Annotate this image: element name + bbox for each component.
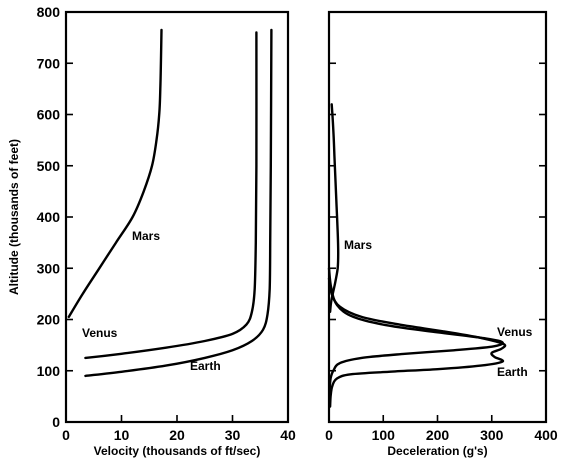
y-tick-label: 500 <box>37 158 61 174</box>
x-tick-label: 10 <box>114 427 130 443</box>
x-tick-label: 0 <box>62 427 70 443</box>
series-line-venus <box>327 267 504 393</box>
series-line-earth <box>327 277 507 408</box>
x-tick-label: 100 <box>372 427 396 443</box>
x-tick-label: 200 <box>426 427 450 443</box>
y-axis-label: Altitude (thousands of feet) <box>7 139 21 295</box>
x-tick-label: 40 <box>280 427 296 443</box>
y-tick-label: 100 <box>37 363 61 379</box>
velocity-altitude-panel: 0 10 20 30 400100200300400500600700800Veloci… <box>7 4 296 458</box>
y-tick-label: 800 <box>37 4 61 20</box>
x-tick-label: 300 <box>480 427 504 443</box>
x-tick-label: 20 <box>169 427 185 443</box>
series-line-venus <box>84 31 258 360</box>
x-tick-label: 30 <box>225 427 241 443</box>
curve-label-earth: Earth <box>497 365 528 379</box>
curve-label-earth: Earth <box>190 359 221 373</box>
deceleration-altitude-panel: 0 100 200 300 400 Deceleration (g's) Mars Venus… <box>325 10 558 458</box>
y-tick-label: 700 <box>37 55 61 71</box>
x-tick-label: 0 <box>325 427 333 443</box>
y-tick-label: 200 <box>37 312 61 328</box>
curve-label-venus: Venus <box>82 326 118 340</box>
curve-label-mars: Mars <box>132 229 160 243</box>
curve-label-mars: Mars <box>344 238 372 252</box>
x-tick-label: 400 <box>534 427 558 443</box>
y-tick-label: 600 <box>37 107 61 123</box>
x-axis-label: Velocity (thousands of ft/sec) <box>94 444 261 458</box>
series-line-earth <box>84 28 273 378</box>
y-tick-label: 0 <box>52 414 60 430</box>
plot-frame <box>327 10 548 424</box>
series-line-mars <box>67 28 163 319</box>
y-tick-label: 300 <box>37 260 61 276</box>
plot-frame <box>64 10 290 424</box>
curve-label-venus: Venus <box>497 325 533 339</box>
x-axis-label: Deceleration (g's) <box>387 444 487 458</box>
y-tick-label: 400 <box>37 209 61 225</box>
